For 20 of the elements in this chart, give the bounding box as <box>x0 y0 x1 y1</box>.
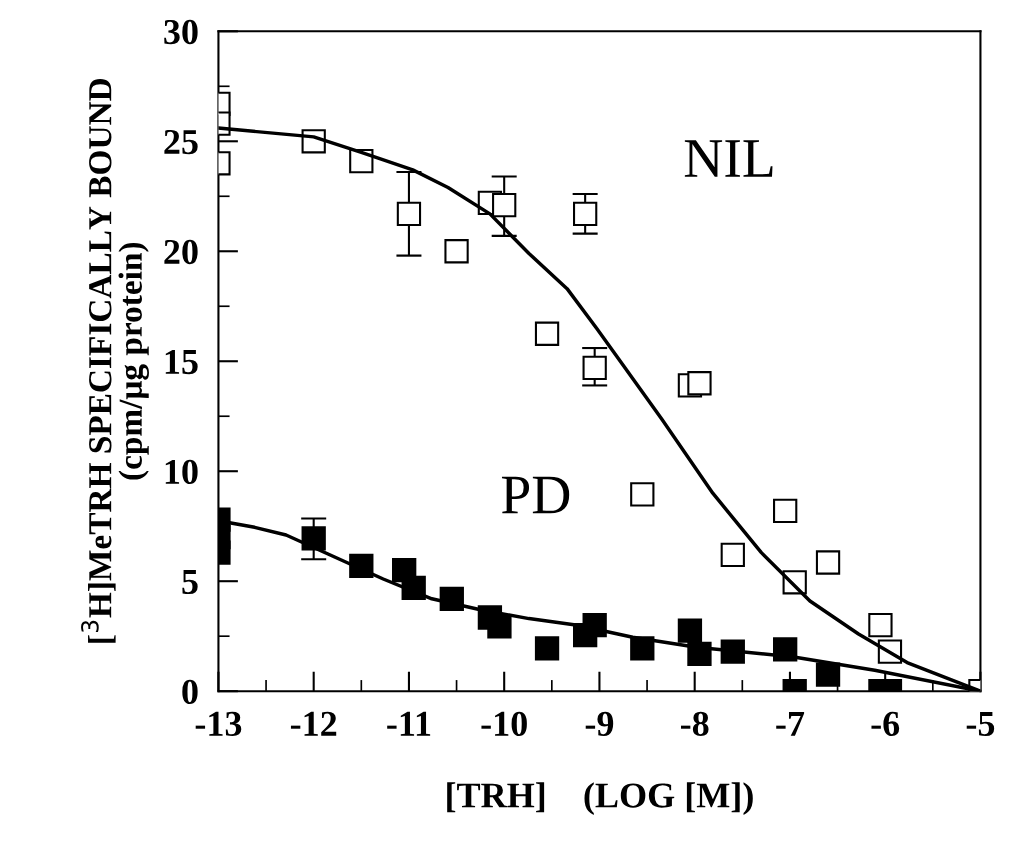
y-tick-label: 10 <box>165 459 198 485</box>
x-tick-label: -10 <box>481 711 527 737</box>
x-tick-label: -11 <box>387 711 431 736</box>
y-tick-label: 30 <box>164 19 198 45</box>
y-tick-label: 5 <box>182 570 198 595</box>
x-tick-label: -8 <box>680 711 709 737</box>
x-tick-label: -7 <box>776 712 805 736</box>
series-label: PD <box>501 476 570 514</box>
y-tick-label: 15 <box>165 349 198 375</box>
x-tick-label: -13 <box>195 711 242 737</box>
x-tick-label: -6 <box>871 711 900 737</box>
x-tick-label: -12 <box>290 711 337 736</box>
x-tick-label: -5 <box>966 712 995 737</box>
x-tick-label: -9 <box>585 711 614 737</box>
x-axis-title: [TRH] (LOG [M]) <box>447 782 753 816</box>
y-axis-title: [$^{3}$H]MeTRH SPECIFICALLY BOUND (cpm/μg protein) <box>81 78 149 643</box>
y-tick-label: 0 <box>182 679 198 705</box>
y-tick-label: 20 <box>164 239 198 265</box>
y-tick-label: 25 <box>164 129 198 155</box>
text: NIL <box>684 140 773 177</box>
